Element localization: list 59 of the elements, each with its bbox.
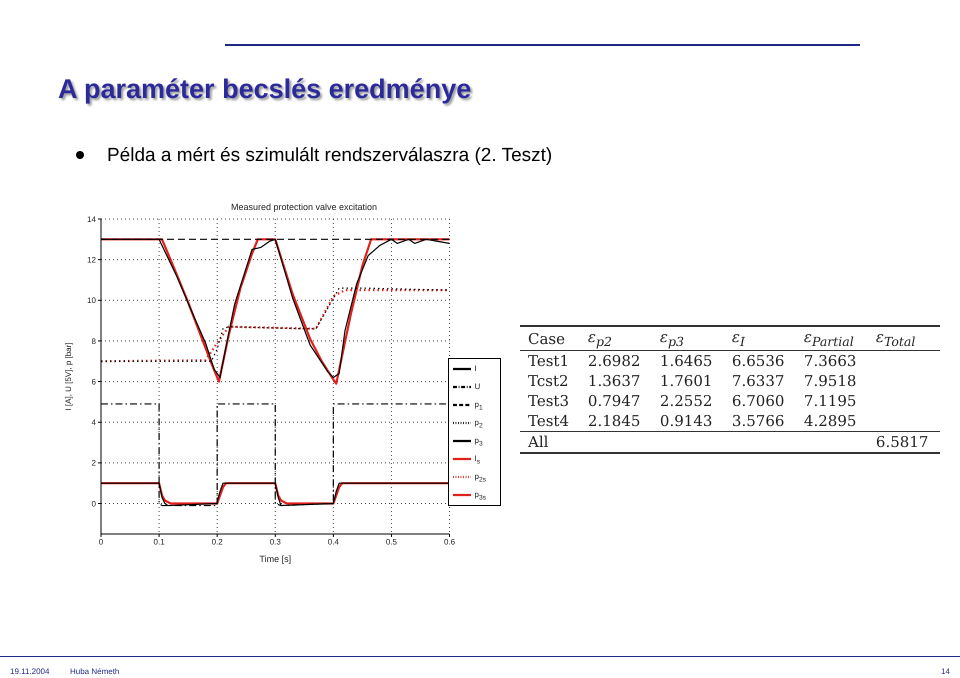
- legend-label: p$_{3}$: [474, 436, 483, 448]
- text: 1.6465: [660, 352, 712, 370]
- text: 1.7601: [660, 372, 712, 390]
- legend-label: U: [474, 382, 480, 392]
- y-tick-label: 12: [87, 255, 97, 264]
- category-label: Tcst2: [528, 372, 569, 390]
- category-label: ε$_{p3}$: [660, 328, 684, 349]
- x-tick-label: 0.2: [212, 538, 224, 547]
- text: 7.3663: [804, 352, 856, 370]
- legend-label: I$_{s}$: [474, 454, 480, 466]
- y-tick-label: 10: [87, 296, 97, 306]
- text: 1.3637: [588, 372, 640, 390]
- category-label: ε$_{Total}$: [876, 328, 916, 349]
- text: 2.1845: [588, 412, 640, 430]
- text: 7.1195: [804, 392, 856, 410]
- x-tick-label: 0.5: [386, 538, 398, 547]
- text: Huba Németh: [70, 667, 120, 676]
- text: Példa a mért és szimulált rendszerválaszra (2. Teszt): [107, 145, 552, 166]
- category-label: Test1: [528, 352, 569, 370]
- text: 3.5766: [732, 412, 784, 430]
- category-label: All: [528, 433, 548, 451]
- text: A paraméter becslés eredménye: [58, 74, 472, 104]
- text: 14: [941, 667, 950, 676]
- text: 0.7947: [588, 392, 640, 410]
- text: 6.5817: [876, 433, 928, 451]
- y-tick-label: 4: [92, 418, 97, 428]
- text: 7.9518: [804, 372, 856, 390]
- y-tick-label: 6: [92, 377, 97, 386]
- legend-label: p$_{1}$: [474, 400, 483, 412]
- category-label: ε$_{Partial}$: [804, 328, 854, 349]
- legend-label: I: [474, 364, 477, 374]
- text: 19.11.2004: [10, 667, 50, 676]
- text: 2.2552: [660, 392, 712, 410]
- x-tick-label: 0.3: [270, 538, 282, 547]
- category-label: ε$_{I}$: [732, 328, 745, 349]
- category-label: Case: [528, 330, 565, 348]
- text: 6.6536: [732, 352, 784, 370]
- category-label: ε$_{p2}$: [588, 328, 612, 349]
- y-tick-label: 8: [92, 336, 97, 346]
- x-tick-label: 0.4: [328, 538, 340, 547]
- y-tick-label: 2: [92, 458, 97, 468]
- x-tick-label: 0: [98, 538, 104, 547]
- x-tick-label: 0.6: [444, 538, 456, 547]
- text: 2.6982: [588, 352, 640, 370]
- chart-title: Measured protection valve excitation: [230, 202, 378, 212]
- y-tick-label: 0: [92, 499, 97, 508]
- x-axis-title: Time [s]: [259, 554, 292, 564]
- category-label: Test4: [528, 412, 569, 430]
- text: 6.7060: [732, 392, 784, 410]
- text: 7.6337: [732, 372, 784, 390]
- text: 0.9143: [660, 412, 712, 430]
- legend-label: p$_{2s}$: [474, 472, 486, 484]
- y-axis-title: I [A], U [5V], p [bar]: [64, 342, 73, 411]
- legend-label: p$_{2}$: [474, 418, 483, 430]
- legend-label: p$_{3s}$: [474, 490, 486, 502]
- category-label: Test3: [528, 392, 569, 410]
- y-tick-label: 14: [87, 214, 97, 224]
- text: 4.2895: [804, 412, 856, 430]
- x-tick-label: 0.1: [154, 538, 166, 547]
